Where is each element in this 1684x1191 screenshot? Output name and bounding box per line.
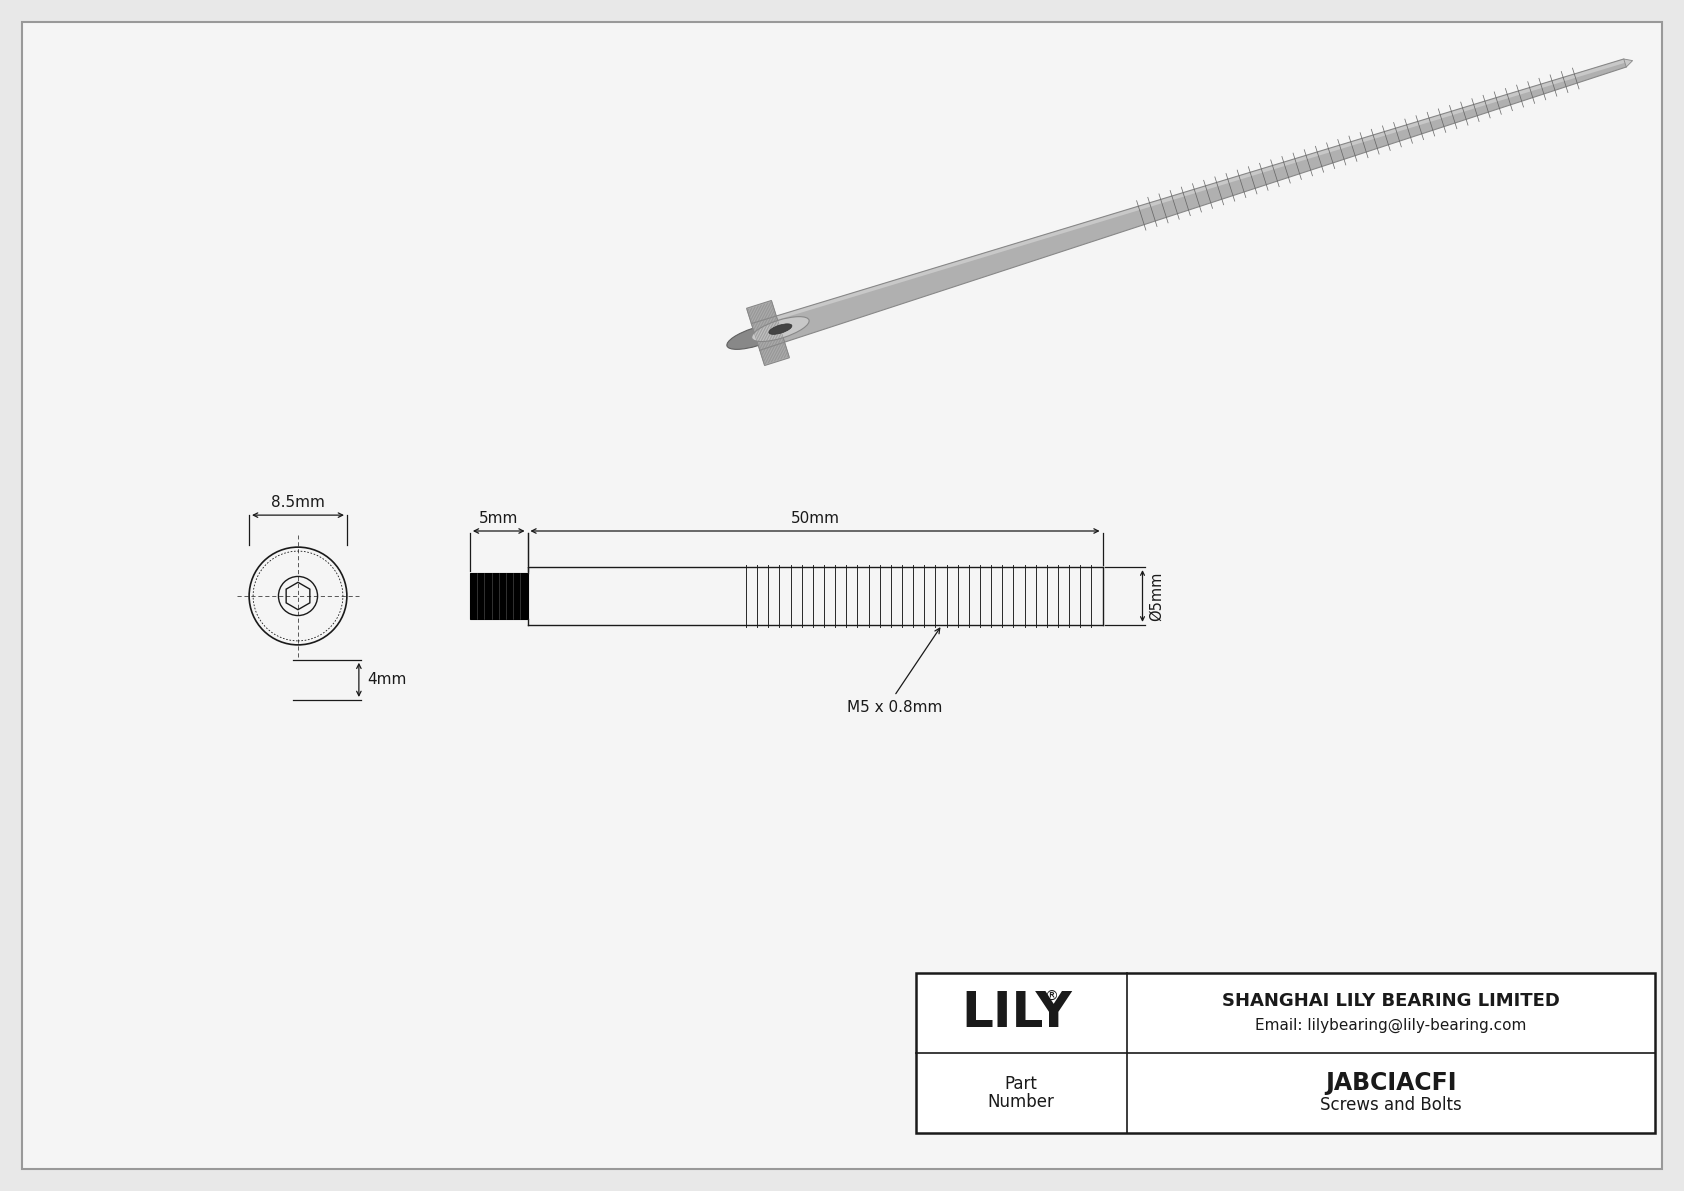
Text: JABCIACFI: JABCIACFI	[1325, 1071, 1457, 1095]
Text: 8.5mm: 8.5mm	[271, 495, 325, 510]
Polygon shape	[1623, 60, 1632, 67]
Text: M5 x 0.8mm: M5 x 0.8mm	[847, 700, 941, 715]
Text: 4mm: 4mm	[367, 673, 406, 687]
Ellipse shape	[727, 324, 785, 349]
Ellipse shape	[751, 317, 808, 342]
Polygon shape	[751, 60, 1627, 350]
Text: Ø5mm: Ø5mm	[1148, 572, 1164, 621]
Text: Email: lilybearing@lily-bearing.com: Email: lilybearing@lily-bearing.com	[1255, 1017, 1526, 1033]
Bar	[916, 973, 1655, 1133]
Polygon shape	[746, 300, 790, 366]
Text: 5mm: 5mm	[478, 511, 519, 526]
Text: LILY: LILY	[962, 989, 1071, 1037]
Bar	[470, 573, 527, 619]
Ellipse shape	[770, 324, 791, 335]
Polygon shape	[751, 60, 1625, 328]
Text: Part: Part	[1005, 1075, 1037, 1093]
Text: SHANGHAI LILY BEARING LIMITED: SHANGHAI LILY BEARING LIMITED	[1223, 992, 1559, 1010]
Text: ®: ®	[1044, 990, 1058, 1004]
Text: Screws and Bolts: Screws and Bolts	[1320, 1096, 1462, 1114]
Text: Number: Number	[989, 1093, 1054, 1111]
Text: 50mm: 50mm	[790, 511, 840, 526]
